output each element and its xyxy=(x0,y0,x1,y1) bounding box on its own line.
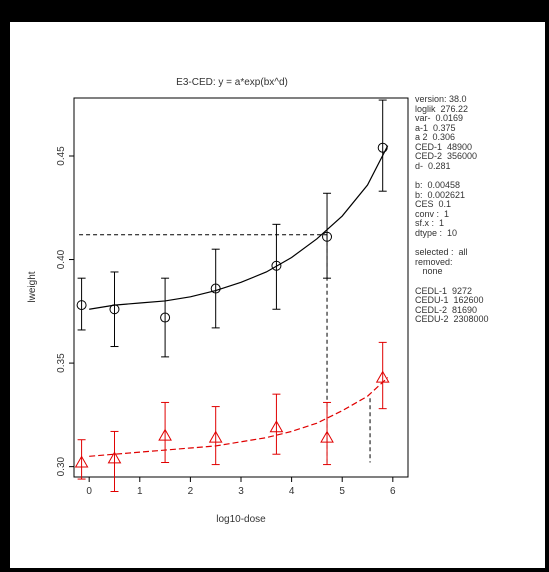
data-point-triangle xyxy=(320,430,334,443)
info-row: a-1 0.375 xyxy=(415,122,456,133)
info-row: CED-1 48900 xyxy=(415,141,473,152)
data-point-circle xyxy=(210,283,221,294)
chart: E3-CED: y = a*exp(bx^d) 0 1 2 3 4 5 6 0.30 0.35… xyxy=(27,77,409,525)
plot-area-border xyxy=(73,97,409,478)
info-row: none xyxy=(415,266,443,276)
x-axis: 0 1 2 3 4 5 6 xyxy=(86,477,396,497)
info-row: conv : 1 xyxy=(415,208,450,219)
info-row: version: 38.0 xyxy=(415,94,467,104)
parameter-info-block: b: 0.00458 b: 0.002621 CES 0.1 conv : 1 sf.x… xyxy=(415,180,489,238)
info-row: CED-2 356000 xyxy=(415,151,478,161)
info-row: d- 0.281 xyxy=(415,160,451,171)
data-point-triangle xyxy=(375,370,390,383)
model-info-block: version: 38.0 loglik 276.22 var- 0.0169 a-1… xyxy=(415,94,489,171)
data-point-circle xyxy=(322,231,333,242)
info-row: removed: xyxy=(415,256,453,267)
data-point-circle xyxy=(76,300,87,311)
confidence-info-block: CEDL-1 9272 CEDU-1 162600 CEDL-2 81690 CEDU… xyxy=(415,285,489,325)
info-row: sf.x : 1 xyxy=(415,218,445,228)
data-point-triangle xyxy=(158,428,172,441)
info-row: b: 0.00458 xyxy=(415,180,461,190)
info-row: a 2 0.306 xyxy=(415,132,456,142)
info-row: CEDU-1 162600 xyxy=(415,295,484,305)
info-row: dtype : 10 xyxy=(415,227,458,238)
plot-window: E3-CED: y = a*exp(bx^d) 0 1 2 3 4 5 6 0.30 0.35… xyxy=(10,22,545,568)
selection-info-block: selected : all removed: none xyxy=(415,247,489,277)
x-axis-label: log10-dose xyxy=(216,514,266,525)
y-tick-label: 0.40 xyxy=(56,249,67,269)
y-axis: 0.30 0.35 0.40 0.45 xyxy=(56,146,74,476)
data-point-circle xyxy=(160,312,171,323)
fitted-curve xyxy=(89,377,389,457)
info-row: CEDL-2 81690 xyxy=(415,304,478,315)
x-tick-label: 5 xyxy=(339,486,345,497)
x-tick-label: 4 xyxy=(289,486,295,497)
data-point-triangle xyxy=(269,420,284,433)
x-tick-label: 3 xyxy=(238,486,244,497)
x-tick-label: 6 xyxy=(390,486,396,497)
x-tick-label: 1 xyxy=(137,486,143,497)
x-tick-label: 2 xyxy=(188,486,194,497)
y-axis-label: lweight xyxy=(27,271,38,302)
info-row: b: 0.002621 xyxy=(415,189,466,200)
info-row: CES 0.1 xyxy=(415,199,452,209)
data-point-circle xyxy=(271,260,282,271)
y-tick-label: 0.35 xyxy=(56,353,67,373)
data-point-circle xyxy=(109,304,120,315)
y-tick-label: 0.45 xyxy=(56,146,67,166)
data-point-triangle xyxy=(107,451,122,464)
info-row: selected : all xyxy=(415,247,468,257)
data-point-triangle xyxy=(74,455,89,468)
info-row: loglik 276.22 xyxy=(415,103,469,114)
data-point-circle xyxy=(377,142,388,153)
info-row: CEDL-1 9272 xyxy=(415,285,473,296)
info-row: var- 0.0169 xyxy=(415,113,464,123)
fitted-curve xyxy=(89,145,389,310)
data-point-triangle xyxy=(208,430,223,443)
info-row: CEDU-2 2308000 xyxy=(415,314,489,324)
info-panel: version: 38.0 loglik 276.22 var- 0.0169 a-1… xyxy=(415,94,489,325)
chart-marks xyxy=(74,99,390,492)
x-tick-label: 0 xyxy=(86,486,92,497)
chart-title: E3-CED: y = a*exp(bx^d) xyxy=(176,77,288,88)
y-tick-label: 0.30 xyxy=(56,456,67,476)
